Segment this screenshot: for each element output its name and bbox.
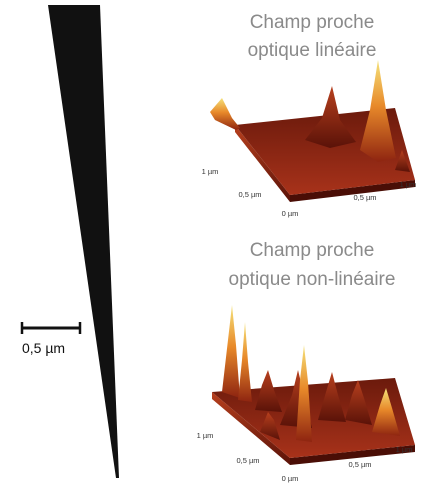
axis-label: 1 µm [396, 445, 413, 454]
panel-title: optique linéaire [248, 40, 377, 61]
surface-peak [210, 98, 240, 130]
panel-title: optique non-linéaire [229, 269, 396, 290]
axis-label: 0,5 µm [353, 193, 376, 202]
scale-bar: 0,5 µm [22, 322, 80, 356]
axis-label: 0,5 µm [348, 460, 371, 469]
panel-title: Champ proche [250, 240, 375, 261]
surface-peak [238, 322, 252, 402]
axis-label: 1 µm [197, 431, 214, 440]
axis-label: 0 µm [282, 209, 299, 218]
panel-nonlinear: Champ proche optique non-linéaire 1 µm 0… [197, 240, 415, 483]
panel-linear: Champ proche optique linéaire 1 µm 0,5 µ… [202, 12, 417, 218]
axis-label: 1 µm [202, 167, 219, 176]
figure: 0,5 µm Champ proche optique linéaire 1 µ… [0, 0, 422, 485]
tip [48, 5, 119, 478]
page: 0,5 µm Champ proche optique linéaire 1 µ… [0, 0, 422, 485]
axis-label: 0,5 µm [236, 456, 259, 465]
panel-title: Champ proche [250, 12, 375, 33]
scale-label: 0,5 µm [22, 340, 65, 356]
axis-label: 0 µm [282, 474, 299, 483]
axis-label: 1 µm [400, 180, 417, 189]
axis-label: 0,5 µm [238, 190, 261, 199]
surface-peak [222, 305, 240, 398]
